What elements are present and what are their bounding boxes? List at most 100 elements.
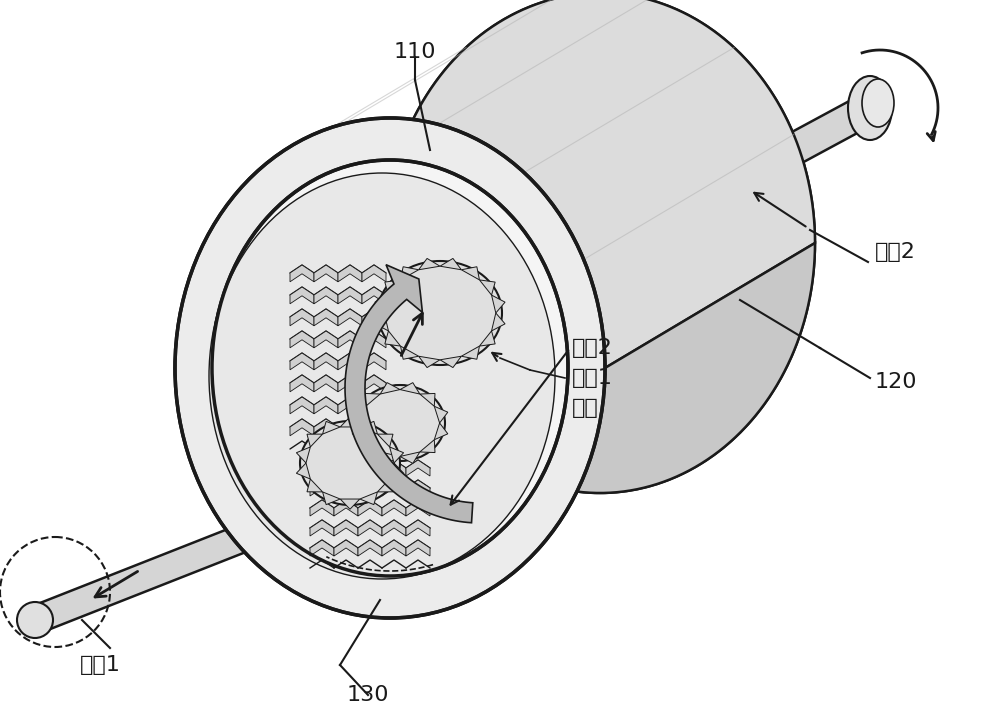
Polygon shape — [375, 295, 388, 313]
Polygon shape — [390, 463, 404, 479]
Polygon shape — [461, 346, 479, 360]
Polygon shape — [175, 0, 815, 368]
Polygon shape — [382, 500, 406, 516]
Polygon shape — [382, 520, 406, 536]
Polygon shape — [380, 452, 400, 464]
Polygon shape — [362, 375, 386, 392]
Polygon shape — [358, 500, 382, 516]
Polygon shape — [358, 540, 382, 556]
Polygon shape — [323, 492, 340, 505]
Polygon shape — [461, 266, 479, 280]
Text: 输入2: 输入2 — [875, 242, 916, 262]
Polygon shape — [420, 440, 435, 453]
Polygon shape — [345, 265, 473, 523]
Polygon shape — [479, 280, 495, 295]
Polygon shape — [290, 419, 314, 436]
Polygon shape — [290, 375, 314, 392]
Text: 输入2: 输入2 — [572, 338, 613, 358]
Polygon shape — [175, 243, 815, 618]
Text: 输出: 输出 — [572, 398, 599, 418]
Ellipse shape — [355, 385, 445, 461]
Polygon shape — [362, 287, 386, 304]
Text: 输入1: 输入1 — [80, 655, 120, 675]
Polygon shape — [334, 500, 358, 516]
Polygon shape — [420, 393, 435, 406]
Polygon shape — [338, 419, 362, 436]
Polygon shape — [406, 520, 430, 536]
Polygon shape — [400, 452, 420, 464]
Polygon shape — [406, 500, 430, 516]
Text: 输入1: 输入1 — [572, 368, 613, 388]
Polygon shape — [338, 375, 362, 392]
Polygon shape — [440, 356, 461, 367]
Polygon shape — [340, 499, 360, 509]
Polygon shape — [434, 406, 448, 423]
Polygon shape — [382, 480, 406, 496]
Polygon shape — [334, 480, 358, 496]
Polygon shape — [362, 397, 386, 414]
Polygon shape — [290, 397, 314, 414]
Polygon shape — [334, 540, 358, 556]
Polygon shape — [310, 480, 334, 496]
Polygon shape — [612, 94, 878, 257]
Polygon shape — [362, 331, 386, 348]
Ellipse shape — [862, 79, 894, 127]
Polygon shape — [406, 480, 430, 496]
Polygon shape — [30, 405, 553, 633]
Polygon shape — [334, 460, 358, 476]
Polygon shape — [310, 460, 334, 476]
Polygon shape — [310, 540, 334, 556]
Text: 120: 120 — [875, 372, 918, 392]
Polygon shape — [479, 331, 495, 346]
Polygon shape — [310, 520, 334, 536]
Polygon shape — [314, 353, 338, 370]
Polygon shape — [440, 258, 461, 270]
Polygon shape — [358, 520, 382, 536]
Ellipse shape — [422, 35, 778, 451]
Polygon shape — [390, 447, 404, 463]
Polygon shape — [382, 460, 406, 476]
Polygon shape — [314, 287, 338, 304]
Polygon shape — [377, 434, 393, 447]
Polygon shape — [365, 440, 380, 453]
Polygon shape — [296, 463, 310, 479]
Polygon shape — [362, 265, 386, 282]
Ellipse shape — [209, 173, 555, 579]
Polygon shape — [314, 331, 338, 348]
Polygon shape — [419, 356, 440, 367]
Ellipse shape — [848, 76, 892, 140]
Ellipse shape — [17, 602, 53, 638]
Polygon shape — [401, 266, 419, 280]
Polygon shape — [492, 295, 505, 313]
Polygon shape — [338, 309, 362, 326]
Polygon shape — [314, 309, 338, 326]
Polygon shape — [358, 460, 382, 476]
Polygon shape — [310, 500, 334, 516]
Polygon shape — [385, 280, 401, 295]
Polygon shape — [385, 331, 401, 346]
Text: 130: 130 — [347, 685, 389, 705]
Polygon shape — [314, 375, 338, 392]
Polygon shape — [338, 331, 362, 348]
Polygon shape — [334, 520, 358, 536]
Polygon shape — [323, 422, 340, 434]
Polygon shape — [380, 383, 400, 394]
Ellipse shape — [378, 261, 502, 365]
Polygon shape — [401, 346, 419, 360]
Polygon shape — [419, 258, 440, 270]
Polygon shape — [340, 417, 360, 427]
Polygon shape — [290, 287, 314, 304]
Polygon shape — [362, 309, 386, 326]
Polygon shape — [290, 265, 314, 282]
Polygon shape — [362, 419, 386, 436]
Polygon shape — [492, 313, 505, 331]
Polygon shape — [434, 423, 448, 440]
Polygon shape — [406, 460, 430, 476]
Polygon shape — [365, 393, 380, 406]
Polygon shape — [360, 422, 377, 434]
Polygon shape — [290, 353, 314, 370]
Polygon shape — [358, 480, 382, 496]
Polygon shape — [382, 540, 406, 556]
Polygon shape — [375, 313, 388, 331]
Ellipse shape — [212, 160, 568, 576]
